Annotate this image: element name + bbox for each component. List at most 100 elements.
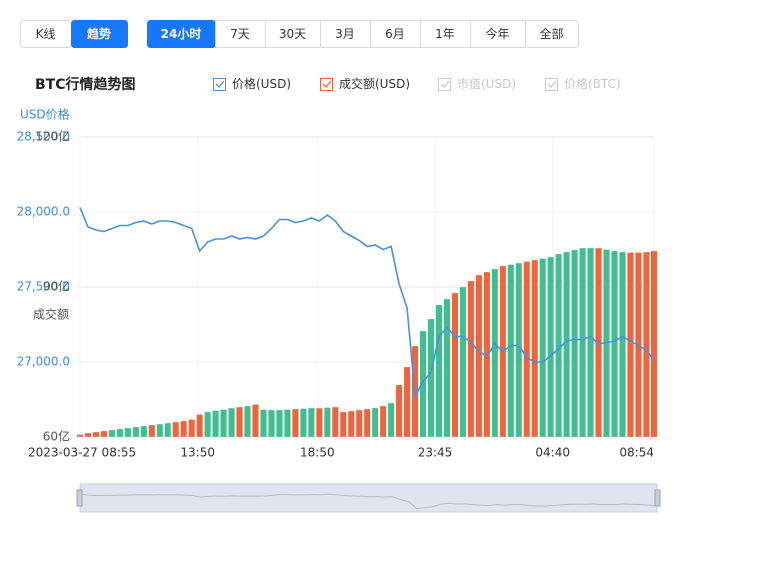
volume-bar — [611, 250, 618, 438]
button-label[interactable]: 全部 — [539, 26, 563, 41]
x-tick-label: 08:54 — [619, 446, 654, 460]
x-tick-label: 04:40 — [535, 446, 570, 460]
y2-tick-label: 90亿 — [43, 279, 70, 294]
x-tick-label: 18:50 — [300, 446, 335, 460]
volume-bar — [315, 407, 323, 438]
button[interactable] — [420, 20, 471, 48]
volume-bar — [100, 430, 108, 438]
volume-bar — [92, 431, 100, 438]
legend-label[interactable]: 市值(USD) — [457, 76, 516, 91]
volume-bar — [220, 409, 227, 438]
legend-check[interactable] — [547, 80, 557, 88]
legend-checkbox[interactable] — [213, 78, 226, 91]
volume-bar — [204, 411, 211, 438]
volume-bar — [116, 428, 124, 438]
volume-bar — [284, 409, 291, 438]
navigator-handle[interactable] — [76, 489, 83, 507]
volume-bar — [331, 406, 339, 438]
volume-bar — [531, 259, 539, 438]
legend-check[interactable] — [322, 80, 332, 88]
button[interactable] — [370, 20, 421, 48]
volume-bar — [371, 407, 379, 438]
volume-bar — [172, 421, 180, 438]
volume-bar — [148, 424, 156, 438]
volume-bar — [427, 318, 435, 438]
volume-bar — [164, 422, 172, 438]
volume-bar — [547, 256, 555, 438]
button-label[interactable]: 6月 — [385, 27, 405, 41]
volume-bar — [300, 408, 307, 438]
volume-bar — [339, 411, 347, 438]
button-label[interactable]: 趋势 — [87, 26, 111, 41]
y-tick-label: 27,500.0 — [17, 280, 70, 294]
button[interactable] — [71, 20, 128, 48]
button[interactable] — [470, 20, 526, 48]
x-tick-label: 23:45 — [418, 446, 453, 460]
volume-bar — [619, 251, 626, 438]
volume-bar — [276, 409, 283, 438]
x-tick-label: 2023-03-27 08:55 — [28, 446, 136, 460]
button-label[interactable]: K线 — [36, 27, 56, 41]
x-tick-label: 13:50 — [180, 446, 215, 460]
volume-bar — [84, 432, 92, 438]
volume-bar — [387, 402, 395, 438]
volume-bar — [507, 264, 515, 438]
legend-checkbox[interactable] — [438, 78, 451, 91]
volume-bar — [587, 247, 594, 438]
volume-bar — [459, 286, 467, 438]
volume-bar — [419, 330, 427, 438]
volume-bar — [292, 408, 299, 438]
y-tick-label: 27,000.0 — [17, 355, 70, 369]
legend-label[interactable]: 价格(BTC) — [564, 76, 621, 91]
volume-bar — [523, 261, 531, 438]
volume-bar — [140, 425, 148, 438]
volume-bar — [475, 274, 483, 438]
volume-bar — [571, 249, 578, 438]
legend-checkbox[interactable] — [320, 78, 333, 91]
volume-bar — [355, 409, 363, 438]
volume-bar — [260, 409, 267, 438]
volume-bar — [188, 419, 196, 438]
button-label[interactable]: 30天 — [279, 27, 306, 41]
volume-bar — [323, 407, 331, 438]
navigator-handle[interactable] — [654, 489, 661, 507]
volume-bar — [244, 405, 251, 438]
volume-bar — [124, 427, 132, 438]
button[interactable] — [320, 20, 371, 48]
volume-bar — [252, 404, 259, 438]
legend-label[interactable]: 成交额(USD) — [339, 76, 410, 91]
volume-bar — [451, 292, 459, 438]
button-label[interactable]: 1年 — [435, 27, 455, 41]
button-label[interactable]: 24小时 — [161, 26, 202, 41]
legend-check[interactable] — [440, 80, 450, 88]
volume-bar — [228, 407, 235, 438]
volume-bar — [467, 280, 475, 438]
button-label[interactable]: 3月 — [335, 27, 355, 41]
y-tick-label: 28,500.0 — [17, 130, 70, 144]
button[interactable] — [525, 20, 579, 48]
y2-tick-label: 60亿 — [43, 429, 70, 444]
volume-bar — [76, 434, 84, 438]
volume-bar — [491, 268, 499, 438]
volume-bar — [643, 251, 650, 438]
y-tick-label: 28,000.0 — [17, 205, 70, 219]
button-label[interactable]: 今年 — [485, 26, 509, 41]
volume-bar — [435, 304, 443, 438]
volume-bar — [212, 410, 219, 438]
chart-title: BTC行情趋势图 — [35, 76, 136, 93]
volume-bar — [268, 409, 275, 438]
volume-bar — [563, 251, 570, 438]
button-label[interactable]: 7天 — [230, 27, 250, 41]
legend-check[interactable] — [215, 80, 225, 88]
volume-bar — [156, 423, 164, 438]
legend-label[interactable]: 价格(USD) — [232, 76, 291, 91]
y2-tick-label: 120亿 — [35, 129, 70, 144]
volume-bar — [443, 298, 451, 438]
y2-axis-title: 成交额 — [33, 307, 69, 322]
legend-checkbox[interactable] — [545, 78, 558, 91]
volume-bar — [395, 384, 403, 438]
volume-bar — [132, 426, 140, 438]
navigator-line — [79, 493, 658, 510]
volume-bar — [379, 405, 387, 438]
navigator[interactable] — [79, 483, 658, 513]
